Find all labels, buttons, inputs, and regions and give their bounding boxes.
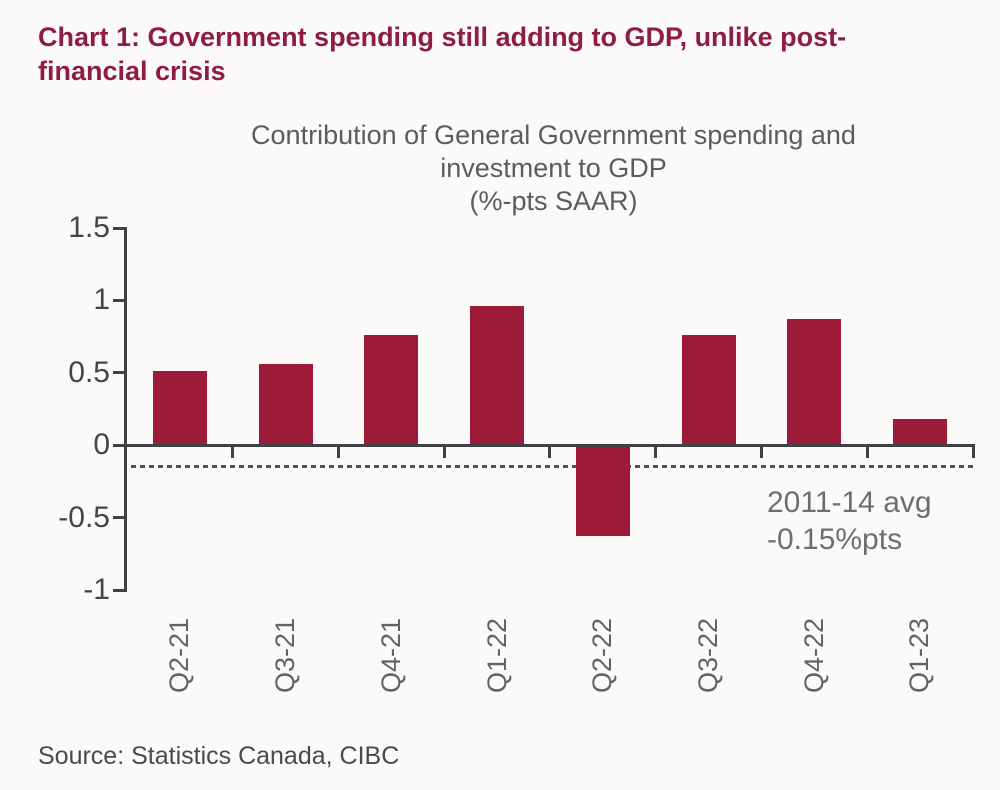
y-axis-tick-label: 1.5 <box>68 211 110 244</box>
x-axis-label-q3-21: Q3-21 <box>270 606 302 704</box>
y-axis-tick-label: -0.5 <box>58 500 110 534</box>
x-axis-label-text: Q4-21 <box>375 617 406 693</box>
x-axis-tick <box>548 446 552 458</box>
reference-dashed-line <box>131 465 975 469</box>
y-axis-tick <box>113 298 124 302</box>
y-axis-tick <box>113 371 124 375</box>
y-axis-tick-label: 1 <box>93 283 110 317</box>
x-axis-label-text: Q1-22 <box>481 617 512 693</box>
x-axis-line <box>124 443 975 447</box>
bar-q1-23 <box>892 419 947 446</box>
y-axis-tick <box>113 588 124 592</box>
chart-title-line-2: investment to GDP <box>440 153 667 183</box>
bar-q2-21 <box>153 371 207 446</box>
bar-q4-22 <box>787 319 842 446</box>
x-axis-label-q1-22: Q1-22 <box>481 606 513 704</box>
x-axis-label-q3-22: Q3-22 <box>693 606 725 704</box>
bar-q3-22 <box>681 335 736 446</box>
chart-title-line-1: Contribution of General Government spend… <box>251 120 856 150</box>
y-axis-tick <box>113 443 124 447</box>
x-axis-label-q4-22: Q4-22 <box>798 606 830 704</box>
reference-line-annotation: 2011-14 avg -0.15%pts <box>767 484 932 558</box>
annotation-line-1: 2011-14 avg <box>767 486 932 519</box>
x-axis-end-tick <box>972 446 975 458</box>
x-axis-tick <box>759 446 763 458</box>
y-axis-tick <box>113 226 124 230</box>
chart-heading-line-1: Chart 1: Government spending still addin… <box>38 22 847 52</box>
chart-title-line-3: (%-pts SAAR) <box>469 186 638 216</box>
x-axis-label-text: Q2-22 <box>587 617 618 693</box>
x-axis-label-text: Q3-22 <box>693 617 724 693</box>
y-axis-line <box>124 226 127 592</box>
chart-heading-line-2: financial crisis <box>38 56 226 86</box>
x-axis-label-text: Q4-22 <box>798 617 829 693</box>
x-axis-label-text: Q2-21 <box>164 617 195 693</box>
bar-q3-21 <box>258 364 313 446</box>
x-axis-label-text: Q1-23 <box>904 617 935 693</box>
y-axis-tick-label: -1 <box>83 573 110 606</box>
bar-q2-22 <box>575 445 630 537</box>
x-axis-tick <box>654 446 658 458</box>
bar-q4-21 <box>364 335 419 446</box>
x-axis-label-q2-21: Q2-21 <box>164 606 196 704</box>
annotation-line-2: -0.15%pts <box>767 523 903 556</box>
chart-title: Contribution of General Government spend… <box>131 119 976 218</box>
y-axis-tick-label: 0.5 <box>68 355 110 389</box>
bar-q1-22 <box>470 306 525 446</box>
x-axis-tick <box>865 446 869 458</box>
x-axis-tick <box>337 446 341 458</box>
x-axis-label-q4-21: Q4-21 <box>375 606 407 704</box>
source-note: Source: Statistics Canada, CIBC <box>38 742 400 770</box>
x-axis-label-q2-22: Q2-22 <box>587 606 619 704</box>
x-axis-tick <box>442 446 446 458</box>
x-axis-tick <box>231 446 235 458</box>
y-axis-tick-label: 0 <box>93 428 110 462</box>
x-axis-label-text: Q3-21 <box>270 617 301 693</box>
chart-heading: Chart 1: Government spending still addin… <box>38 20 968 88</box>
y-axis-tick <box>113 516 124 520</box>
x-axis-label-q1-23: Q1-23 <box>904 606 936 704</box>
